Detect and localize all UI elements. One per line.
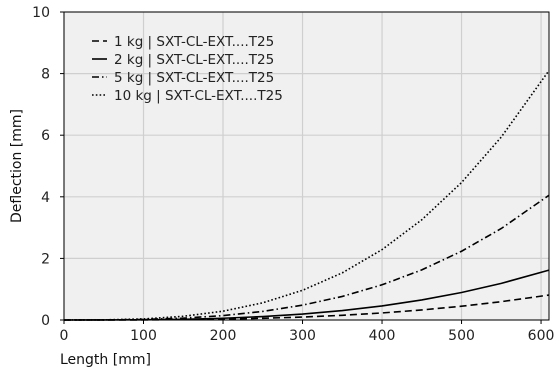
y-tick-label: 0 (41, 313, 50, 329)
legend-item-10kg: 10 kg | SXT-CL-EXT....T25 (92, 88, 283, 104)
legend: 1 kg | SXT-CL-EXT....T25 2 kg | SXT-CL-E… (92, 34, 283, 104)
axis-ticks: 0 100 200 300 400 500 600 0 2 4 6 8 10 (32, 5, 554, 344)
x-tick-label: 200 (210, 328, 237, 344)
x-tick-label: 500 (448, 328, 475, 344)
y-tick-label: 8 (41, 67, 50, 83)
x-tick-label: 100 (130, 328, 157, 344)
plot-frame (63, 11, 550, 321)
y-tick-label: 4 (41, 190, 50, 206)
series-line-2 (63, 194, 550, 321)
x-tick-label: 300 (289, 328, 316, 344)
x-tick-label: 600 (528, 328, 555, 344)
plot-area (64, 12, 549, 320)
legend-label-10kg: 10 kg | SXT-CL-EXT....T25 (114, 88, 283, 104)
legend-label-2kg: 2 kg | SXT-CL-EXT....T25 (114, 52, 274, 68)
y-axis-label: Deflection [mm] (9, 109, 25, 223)
y-tick-label: 10 (32, 5, 50, 21)
y-tick-label: 2 (41, 251, 50, 267)
legend-item-5kg: 5 kg | SXT-CL-EXT....T25 (92, 70, 274, 86)
y-tick-label: 6 (41, 128, 50, 144)
legend-label-1kg: 1 kg | SXT-CL-EXT....T25 (114, 34, 274, 50)
x-tick-label: 0 (60, 328, 69, 344)
x-axis-label: Length [mm] (60, 352, 151, 368)
legend-item-2kg: 2 kg | SXT-CL-EXT....T25 (92, 52, 274, 68)
legend-item-1kg: 1 kg | SXT-CL-EXT....T25 (92, 34, 274, 50)
legend-label-5kg: 5 kg | SXT-CL-EXT....T25 (114, 70, 274, 86)
x-tick-label: 400 (369, 328, 396, 344)
